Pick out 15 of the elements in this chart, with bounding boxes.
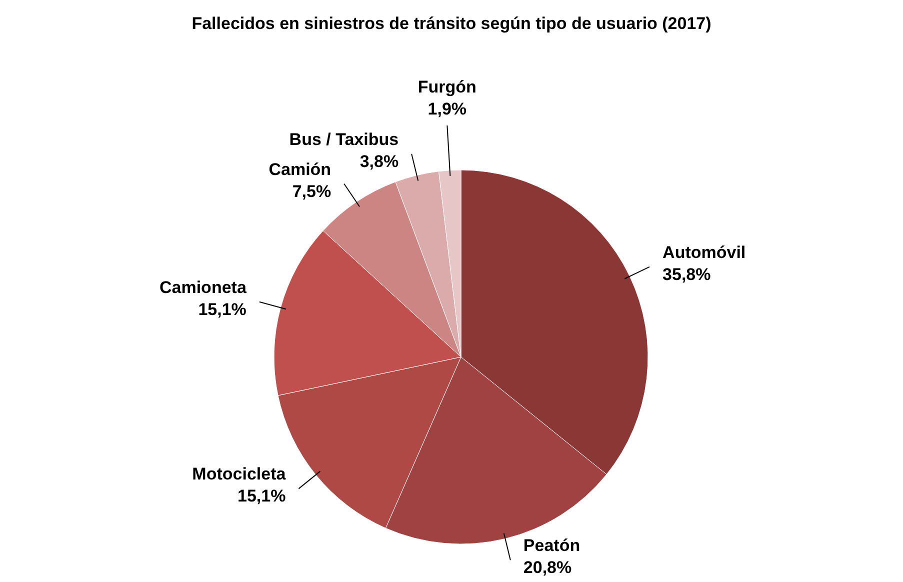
slice-label: Motocicleta [192, 464, 286, 484]
slice-label: Camioneta [159, 278, 247, 297]
slice-label: Bus / Taxibus [289, 130, 399, 149]
data-label: 35,8% [662, 264, 711, 284]
data-label: 7,5% [292, 182, 332, 201]
data-label: 20,8% [523, 558, 572, 578]
data-label: 3,8% [360, 152, 399, 171]
slice-label: Peatón [523, 536, 580, 556]
chart-title: Fallecidos en siniestros de tránsito según tipo de usuario (2017) [192, 14, 712, 33]
data-label: 15,1% [238, 486, 286, 506]
slice-label: Furgón [418, 77, 476, 96]
data-label: 1,9% [428, 99, 467, 118]
data-label: 15,1% [198, 300, 246, 319]
slice-label: Automóvil [662, 242, 746, 262]
slice-label: Camión [268, 160, 332, 179]
